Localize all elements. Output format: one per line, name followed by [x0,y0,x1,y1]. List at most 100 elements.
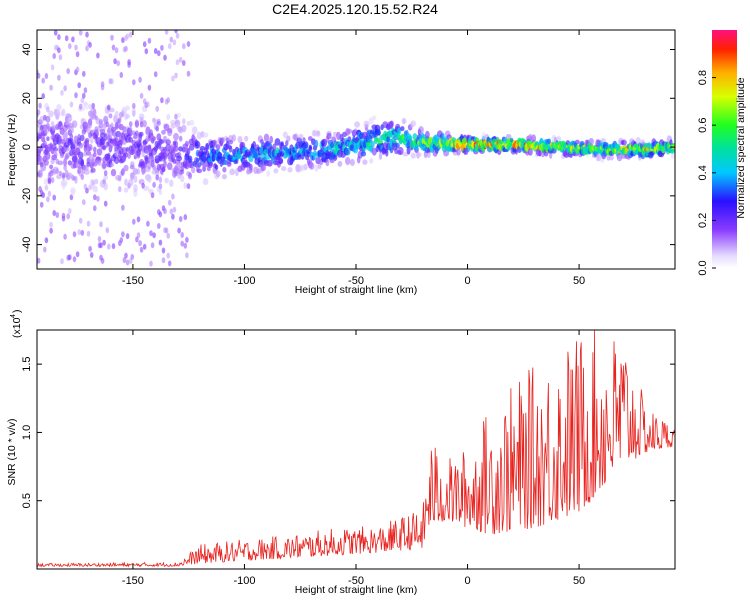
spectrogram-cell [93,146,97,153]
spectrogram-cell [77,229,81,235]
spectrogram-cell [110,78,114,85]
spectrogram-cell [144,144,149,151]
x-tick-label: -100 [233,575,255,587]
spectrogram-cell [133,184,138,193]
spectrogram-cell [100,257,105,264]
spectrogram-cell [349,158,355,167]
spectrogram-cell [38,102,42,109]
spectrogram-cell [132,218,136,225]
spectrogram-cell [369,158,374,164]
spectrogram-cell [99,221,103,228]
spectrogram-cell [346,128,353,134]
spectrogram-cell [125,259,130,266]
spectrogram-cell [134,120,139,128]
spectrogram-cell [99,132,106,138]
y-tick-label: 1.0 [21,425,33,440]
spectrogram-cell [621,139,627,146]
spectrogram-cell [287,167,293,173]
spectrogram-cell [88,245,92,252]
spectrogram-cell [401,117,407,125]
spectrogram-cell [142,120,147,128]
spectrogram-cell [123,164,129,172]
snr-ticks: -150 -100 -50 0 50 0.5 1.0 1.5 [21,330,675,587]
spectrogram-cell [186,41,191,47]
spectrogram-cell [75,66,80,73]
spectrogram-cell [88,41,92,48]
spectrogram-cell [231,134,236,142]
spectrogram-cell [337,160,343,167]
spectrogram-cell [360,151,367,157]
spectrogram-cell [248,155,254,163]
spectrogram-cell [226,161,232,167]
spectrogram-cell [155,174,159,181]
spectrogram-cell [75,251,80,258]
spectrogram-cell [235,158,239,164]
spectrogram-cell [68,254,72,261]
spectrogram-cell [80,158,85,167]
spectrogram-cell [272,143,277,151]
spectrogram-cell [205,143,209,149]
spectrogram-cell [187,173,193,180]
spectrogram-cell [85,31,89,38]
spectrogram-cell [147,84,152,91]
spectrogram-cell [183,182,188,189]
spectrogram-cell [178,56,183,63]
spectrogram-cell [172,152,177,159]
spectrogram-cell [158,176,162,183]
spectrogram-cell [96,195,100,202]
spectrogram-cell [97,160,102,166]
spectrogram-cell [196,168,203,174]
spectrogram-cell [180,174,185,183]
spectrogram-cell [105,227,110,234]
spectrogram-cell [97,156,102,162]
spectrogram-cell [80,229,85,236]
spectrogram-cell [68,208,72,214]
spectrogram-cell [164,177,169,184]
spectrogram-cell [152,232,156,239]
spectrogram-cell [167,127,173,134]
spectrogram-cell [505,134,512,139]
spectrogram-cell [49,142,53,150]
spectrogram-cell [167,43,172,50]
colorbar-tick-label: 0.4 [697,165,709,180]
spectrogram-cell [58,54,63,61]
spectrogram-cell [43,246,47,253]
spectrogram-cell [298,133,304,139]
spectrogram-cell [103,174,108,181]
spectrogram-cell [180,240,184,247]
spectrogram-cell [52,194,56,201]
spectrogram-cell [61,215,66,222]
spectrogram-cell [54,111,60,119]
spectrogram-cell [98,123,104,129]
spectrogram-cell [147,174,152,184]
spectrogram-cell [314,164,319,172]
spectrogram-cell [121,37,125,44]
spectrogram-cell [363,120,370,128]
spectrogram-cell [89,252,94,258]
spectrogram-cell [195,157,200,163]
spectrogram-cell [46,136,50,141]
spectrogram-cell [309,162,315,170]
spectrogram-cell [136,232,141,239]
spectrogram-cell [128,178,134,187]
spectrogram-cell [326,132,332,140]
spectrogram-cell [37,169,43,178]
spectrogram-cell [150,242,155,249]
spectrogram-cell [180,232,184,238]
spectrogram-cell [303,143,308,151]
spectrogram-cell [41,192,45,199]
spectrogram-cell [130,253,135,260]
spectrogram-cell [308,146,313,152]
spectrogram-cell [149,129,153,138]
spectrogram-cell [410,120,417,127]
spectrogram-cell [71,36,75,43]
spectrogram-cell [41,93,45,100]
spectrogram-cell [53,30,58,36]
spectrogram-cell [49,84,53,91]
snr-frame [36,329,676,570]
spectrogram-cell [135,130,139,137]
spectrogram-cell [181,124,187,133]
spectrogram-cell [77,151,84,159]
spectrogram-cell [202,132,209,138]
